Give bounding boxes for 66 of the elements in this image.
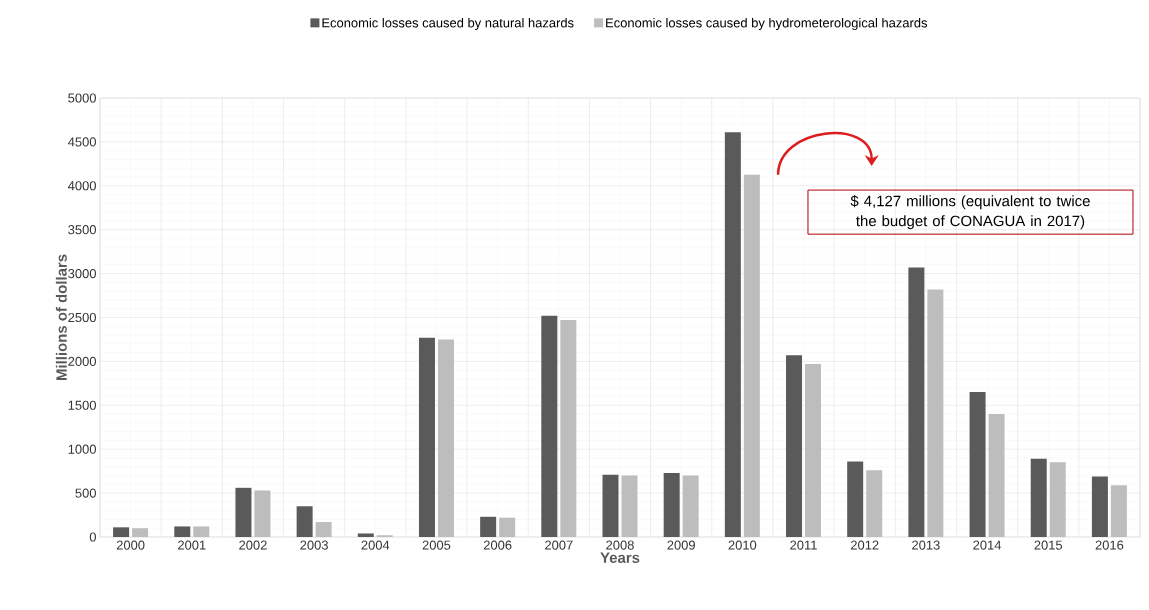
y-tick-label: 4000 [67, 181, 96, 191]
bar [927, 289, 944, 537]
bar [499, 517, 516, 537]
bar [296, 506, 313, 537]
x-tick-label: 2009 [667, 540, 695, 550]
bar [988, 414, 1005, 537]
bar [560, 320, 577, 537]
x-tick-label: 2000 [116, 540, 145, 550]
x-tick-label: 2002 [239, 540, 267, 550]
y-tick-label: 5000 [68, 93, 96, 103]
bar [315, 522, 332, 537]
bar [1049, 462, 1066, 537]
bar [132, 528, 149, 537]
y-axis-title: Millions of dollars [55, 254, 67, 380]
bar [743, 174, 760, 537]
y-tick-label: 3500 [68, 225, 96, 235]
x-tick-label: 2004 [361, 540, 390, 550]
y-tick-label: 4500 [67, 137, 96, 147]
x-tick-label: 2014 [973, 540, 1002, 550]
y-tick-label: 2500 [68, 312, 96, 323]
x-tick-label: 2015 [1034, 540, 1063, 550]
bar [235, 487, 252, 537]
bar [113, 527, 130, 537]
y-tick-label: 1000 [68, 444, 96, 454]
bar [357, 533, 374, 537]
x-tick-label: 2016 [1095, 540, 1124, 550]
x-tick-label: 2011 [790, 540, 817, 550]
x-tick-label: 2003 [300, 540, 328, 550]
x-tick-label: 2012 [850, 540, 879, 550]
y-tick-label: 3000 [68, 269, 96, 279]
x-tick-label: 2008 [606, 540, 634, 550]
y-tick-label: 500 [75, 488, 96, 498]
bar [437, 339, 454, 537]
bar [480, 516, 497, 537]
bar [1091, 476, 1108, 537]
bar [1110, 485, 1127, 537]
bar [621, 475, 638, 537]
bar [254, 490, 271, 537]
y-tick-label: 2000 [68, 356, 96, 366]
bar [663, 472, 680, 537]
bar [908, 267, 925, 537]
bar [805, 364, 822, 537]
x-tick-label: 2005 [422, 540, 451, 550]
x-axis-title: Years [600, 552, 640, 563]
annotation: $ 4,127 millions (equivalent to twice the budget of CONAGUA in 2017) [850, 195, 1090, 230]
x-tick-label: 2013 [912, 540, 940, 550]
bar [174, 526, 191, 537]
y-tick-label: 1500 [68, 400, 96, 410]
x-tick-label: 2001 [178, 540, 206, 550]
y-tick-label: 0 [89, 532, 96, 542]
x-tick-label: 2006 [483, 540, 512, 550]
bar [1030, 458, 1047, 537]
legend-label: Economic losses caused by natural hazards [322, 17, 574, 30]
bar [866, 470, 883, 537]
bar [786, 355, 803, 537]
bar [682, 475, 699, 537]
bar [724, 132, 741, 537]
bar [969, 392, 986, 537]
bar [193, 526, 210, 537]
legend-label: Economic losses caused by hydrometerological hazards [606, 17, 928, 30]
x-tick-label: 2007 [545, 540, 573, 550]
x-tick-label: 2010 [728, 540, 757, 550]
bar [418, 337, 435, 537]
bar [541, 315, 558, 537]
bar [602, 474, 619, 537]
bar [847, 461, 864, 537]
